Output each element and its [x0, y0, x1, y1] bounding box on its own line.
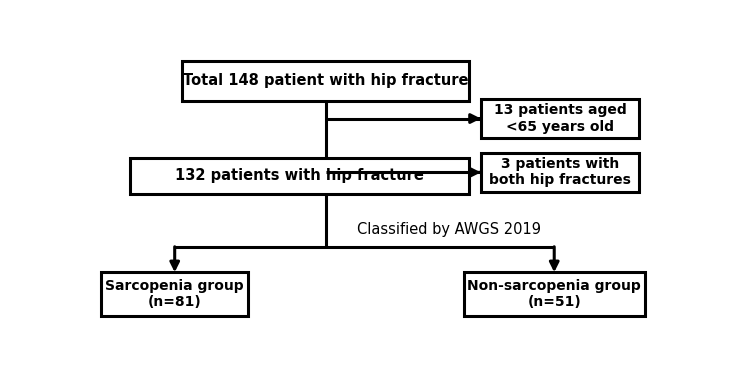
Text: 132 patients with hip fracture: 132 patients with hip fracture: [175, 169, 424, 183]
Text: Total 148 patient with hip fracture: Total 148 patient with hip fracture: [183, 74, 468, 88]
Text: Classified by AWGS 2019: Classified by AWGS 2019: [358, 222, 541, 237]
Text: Sarcopenia group
(n=81): Sarcopenia group (n=81): [105, 279, 244, 309]
Text: 3 patients with
both hip fractures: 3 patients with both hip fractures: [489, 157, 631, 187]
FancyBboxPatch shape: [481, 99, 639, 138]
FancyBboxPatch shape: [130, 158, 470, 194]
Text: Non-sarcopenia group
(n=51): Non-sarcopenia group (n=51): [467, 279, 641, 309]
Text: 13 patients aged
<65 years old: 13 patients aged <65 years old: [493, 103, 626, 134]
FancyBboxPatch shape: [102, 272, 248, 316]
FancyBboxPatch shape: [182, 61, 470, 101]
FancyBboxPatch shape: [464, 272, 645, 316]
FancyBboxPatch shape: [481, 153, 639, 191]
